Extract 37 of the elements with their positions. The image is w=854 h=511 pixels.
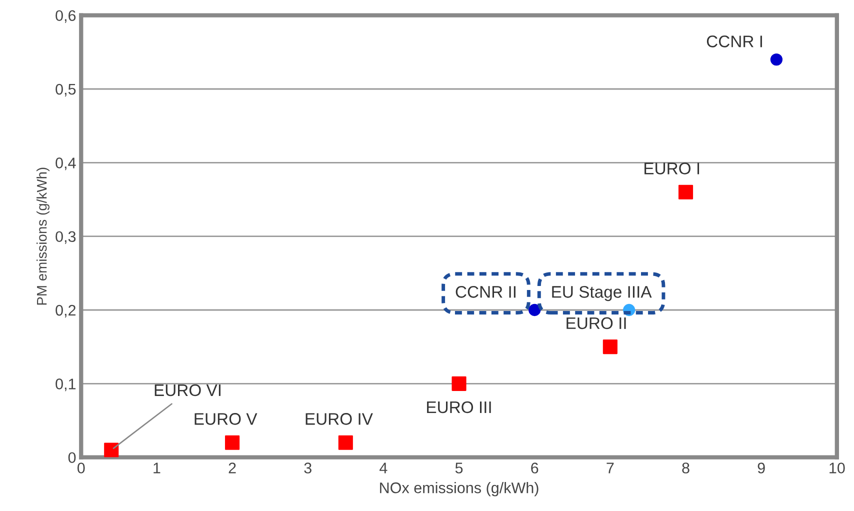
annotation: EURO III bbox=[427, 401, 491, 414]
annotation: EURO II bbox=[566, 317, 626, 330]
point bbox=[528, 304, 541, 316]
annotation: EURO I bbox=[644, 162, 700, 174]
annotation: CCNR II bbox=[456, 286, 516, 298]
x-tick-label: 0 bbox=[77, 462, 85, 474]
point bbox=[225, 435, 240, 450]
point bbox=[602, 340, 618, 354]
x-tick-label: 7 bbox=[606, 462, 614, 474]
y-tick-label: 0 bbox=[68, 452, 76, 464]
x-tick-label: 6 bbox=[531, 462, 538, 474]
y-tick-label: 0,6 bbox=[56, 10, 76, 23]
point bbox=[452, 376, 466, 391]
y-axis-title: PM emissions (g/kWh) bbox=[36, 168, 50, 305]
x-tick-label: 10 bbox=[830, 462, 845, 474]
annotation: CCNR I bbox=[706, 36, 762, 48]
y-tick-label: 0,3 bbox=[56, 231, 76, 244]
x-axis-title: NOx emissions (g/kWh) bbox=[380, 482, 538, 496]
point bbox=[338, 435, 353, 450]
x-tick-label: 9 bbox=[758, 462, 765, 474]
x-tick-label: 1 bbox=[154, 462, 160, 474]
x-tick-label: 4 bbox=[380, 462, 388, 474]
y-tick-label: 0,1 bbox=[56, 378, 76, 392]
annotation: EURO V bbox=[194, 413, 258, 425]
y-tick-label: 0,5 bbox=[56, 84, 76, 96]
y-tick-label: 0,4 bbox=[56, 158, 76, 170]
annotation: EU Stage IIIA bbox=[552, 286, 652, 302]
x-tick-label: 8 bbox=[682, 462, 690, 474]
point bbox=[678, 184, 694, 200]
x-tick-label: 3 bbox=[304, 462, 312, 474]
annotation: EURO IV bbox=[306, 413, 373, 425]
annotation: EURO VI bbox=[154, 384, 220, 396]
point bbox=[770, 53, 783, 66]
x-tick-label: 2 bbox=[228, 462, 236, 474]
point bbox=[104, 442, 119, 458]
y-tick-label: 0,2 bbox=[56, 304, 76, 318]
x-tick-label: 5 bbox=[455, 462, 463, 474]
